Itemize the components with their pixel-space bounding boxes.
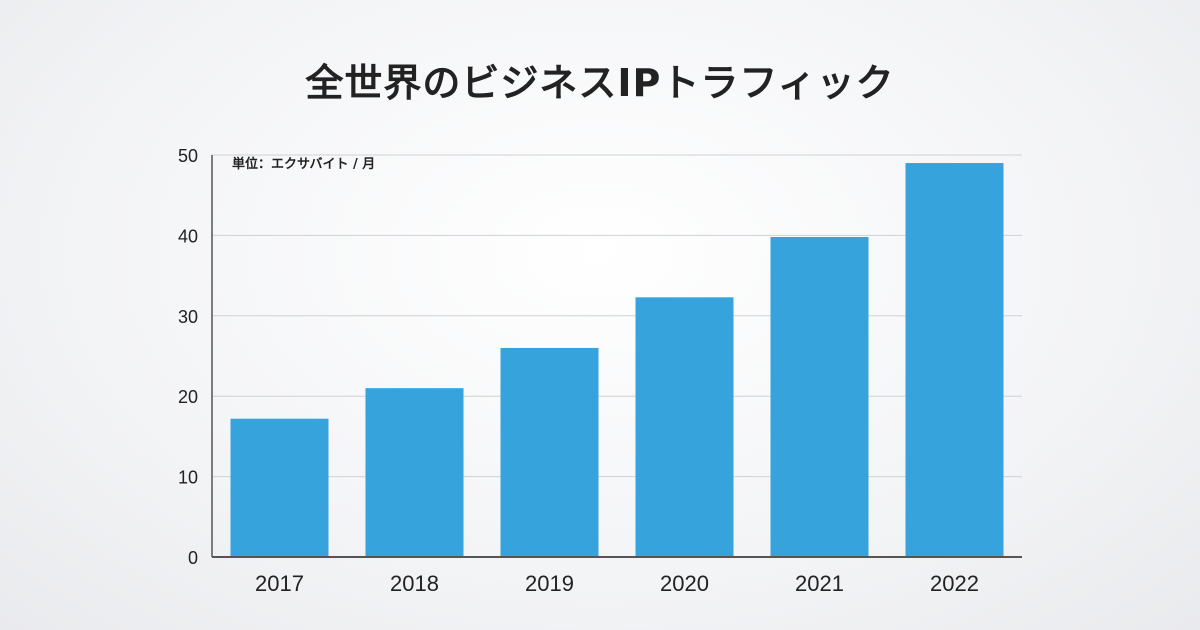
bar xyxy=(365,388,464,557)
y-tick-label: 10 xyxy=(178,468,198,488)
y-tick-label: 20 xyxy=(178,387,198,407)
x-tick-label: 2018 xyxy=(390,571,439,596)
y-tick-label: 40 xyxy=(178,226,198,246)
axes xyxy=(211,155,1022,558)
bar xyxy=(905,163,1004,558)
x-tick-labels: 2017 2018 2019 2020 2021 2022 xyxy=(255,571,979,596)
chart-title: 全世界のビジネスIPトラフィック xyxy=(305,61,895,105)
bar xyxy=(770,237,869,557)
y-tick-label: 50 xyxy=(178,146,198,166)
unit-label: 単位：エクサバイト / 月 xyxy=(232,156,375,172)
bar xyxy=(635,297,734,557)
x-tick-label: 2022 xyxy=(930,571,979,596)
y-tick-label: 30 xyxy=(178,307,198,327)
y-tick-labels: 0 10 20 30 40 50 xyxy=(178,146,198,568)
gridlines xyxy=(212,154,1022,478)
bar xyxy=(230,418,329,557)
bars xyxy=(230,163,1004,558)
bar xyxy=(500,347,599,557)
x-tick-label: 2017 xyxy=(255,571,304,596)
x-tick-label: 2021 xyxy=(795,571,844,596)
y-tick-label: 0 xyxy=(188,548,198,568)
x-tick-label: 2020 xyxy=(660,571,709,596)
x-tick-label: 2019 xyxy=(525,571,574,596)
